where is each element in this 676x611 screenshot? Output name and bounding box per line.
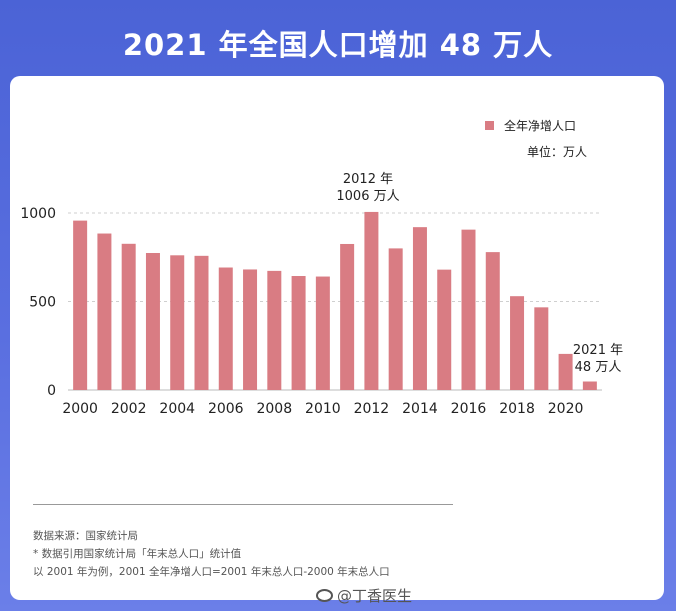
chart-legend: 全年净增人口: [485, 117, 576, 134]
bar-2021: [582, 381, 597, 390]
bar-2019: [534, 307, 549, 390]
bar-2009: [291, 276, 306, 390]
unit-label: 单位：万人: [527, 145, 588, 159]
note-source: 数据来源：国家统计局: [33, 530, 138, 542]
bar-2001: [97, 233, 112, 390]
chart-notes: 数据来源：国家统计局 * 数据引用国家统计局「年末总人口」统计值 以 2001 …: [33, 527, 390, 581]
x-tick-label: 2000: [62, 401, 98, 417]
bar-2013: [388, 248, 403, 390]
bar-2010: [315, 276, 330, 390]
bar-2017: [485, 252, 500, 390]
annotation-2021: 2021 年 48 万人: [566, 342, 630, 376]
bar-2002: [121, 243, 136, 390]
bar-2007: [243, 269, 258, 390]
bar-2014: [412, 227, 427, 390]
watermark: @丁香医生: [316, 585, 412, 606]
bar-2018: [510, 296, 525, 390]
bar-2003: [145, 253, 160, 390]
annotation-2021-year: 2021 年: [572, 343, 624, 358]
y-tick-label: 1000: [20, 206, 56, 222]
x-tick-label: 2002: [111, 401, 147, 417]
x-tick-label: 2008: [256, 401, 292, 417]
x-tick-label: 2004: [159, 401, 195, 417]
x-tick-label: 2016: [451, 401, 487, 417]
bar-2020: [558, 353, 573, 390]
y-tick-label: 0: [47, 383, 56, 399]
page-title: 2021 年全国人口增加 48 万人: [122, 28, 554, 62]
bar-2012: [364, 211, 379, 390]
bar-2008: [267, 270, 282, 390]
divider: [33, 504, 453, 505]
x-tick-label: 2018: [499, 401, 535, 417]
annotation-2012-year: 2012 年: [342, 172, 394, 187]
x-tick-label: 2006: [208, 401, 244, 417]
annotation-2012-value: 1006 万人: [336, 189, 400, 204]
bar-2006: [218, 267, 233, 390]
chart-card: [10, 76, 664, 600]
bar-2016: [461, 229, 476, 390]
watermark-text: @丁香医生: [337, 587, 413, 605]
x-tick-label: 2020: [548, 401, 584, 417]
legend-label: 全年净增人口: [504, 119, 577, 133]
bar-2005: [194, 255, 209, 390]
x-tick-label: 2014: [402, 401, 438, 417]
weibo-icon: [316, 589, 333, 602]
y-tick-label: 500: [29, 295, 56, 311]
bar-2000: [73, 220, 88, 390]
bar-2004: [170, 255, 185, 390]
annotation-2012: 2012 年 1006 万人: [328, 171, 408, 205]
bar-2015: [437, 269, 452, 390]
x-tick-label: 2010: [305, 401, 341, 417]
note-data-reference: * 数据引用国家统计局「年末总人口」统计值: [33, 548, 242, 560]
legend-swatch: [485, 121, 494, 130]
annotation-2021-value: 48 万人: [574, 360, 622, 375]
bar-2011: [340, 243, 355, 390]
note-example: 以 2001 年为例，2001 全年净增人口=2001 年末总人口-2000 年…: [33, 566, 390, 578]
x-tick-label: 2012: [354, 401, 390, 417]
